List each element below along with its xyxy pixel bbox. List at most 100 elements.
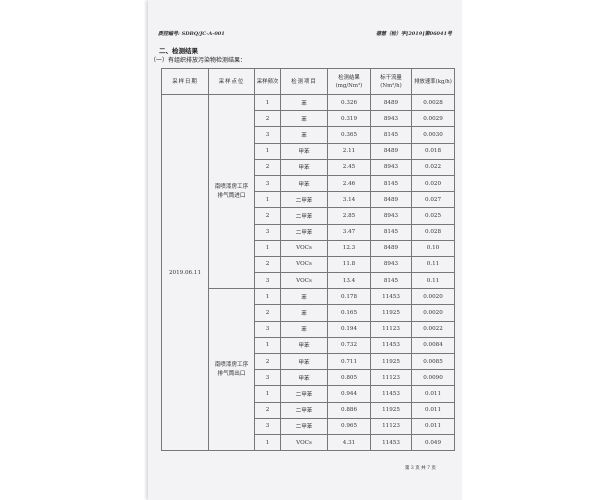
test-item: 二甲苯 (280, 385, 328, 403)
test-item: 二甲苯 (280, 401, 328, 419)
test-item: VOCs (280, 433, 328, 452)
flow-rate: 8489 (370, 191, 412, 209)
emission-rate: 0.0085 (411, 352, 455, 371)
emission-rate: 0.0022 (411, 320, 455, 338)
test-result: 4.31 (327, 433, 371, 452)
table-row: 2019.06.11 南喷漆房工序排气筒进口 1 苯 0.326 8489 0.0028 (161, 93, 455, 452)
emission-rate: 0.011 (411, 417, 455, 435)
test-item: 二甲苯 (280, 417, 328, 435)
table-row: 1 二甲苯 0.944 11453 0.011 (162, 385, 455, 403)
flow-rate: 11123 (370, 369, 412, 387)
test-item: 甲苯 (280, 369, 328, 387)
flow-rate: 8145 (370, 126, 412, 144)
test-result: 0.944 (327, 385, 371, 403)
test-item: 甲苯 (280, 158, 328, 176)
table-row: 2 二甲苯 2.85 8943 0.025 (162, 207, 455, 225)
flow-rate: 11123 (370, 417, 412, 435)
frequency: 2 (254, 207, 281, 225)
emission-rate: 0.0030 (411, 126, 455, 144)
flow-rate: 8489 (370, 239, 412, 257)
table-row: 3 甲苯 2.46 8145 0.020 (162, 174, 455, 193)
table-row: 3 二甲苯 0.965 11123 0.011 (162, 417, 455, 435)
results-table: 采样日期 采样点位 采样频次 检测项目 检测结果(mg/Nm³) 标干流量(Nm³/h) 排… (161, 68, 455, 452)
table-row: 3 甲苯 0.805 11123 0.0090 (162, 369, 455, 387)
test-item: 苯 (280, 320, 328, 338)
flow-rate: 8943 (370, 207, 412, 225)
table-row: 2 苯 0.319 8943 0.0029 (162, 110, 455, 128)
table-row: 2 VOCs 11.8 8943 0.11 (162, 255, 455, 274)
frequency: 3 (254, 126, 281, 144)
flow-rate: 8145 (370, 223, 412, 241)
frequency: 2 (254, 158, 281, 176)
frequency: 2 (254, 255, 281, 274)
frequency: 1 (254, 239, 281, 257)
frequency: 2 (254, 352, 281, 371)
frequency: 2 (254, 304, 281, 322)
test-result: 2.11 (327, 142, 371, 160)
test-item: 苯 (280, 288, 328, 306)
test-item: 甲苯 (280, 352, 328, 371)
test-item: 二甲苯 (280, 191, 328, 209)
table-row: 2 二甲苯 0.886 11925 0.011 (162, 401, 455, 419)
flow-rate: 11925 (370, 401, 412, 419)
column-header: 采样日期 (161, 68, 209, 95)
test-result: 0.732 (327, 336, 371, 355)
column-header: 采样点位 (208, 68, 255, 95)
column-header: 采样频次 (254, 68, 281, 95)
test-item: 二甲苯 (280, 223, 328, 241)
document-page: 质控编号: SDBQ/JC-A-001 德慧（检）字[2019]第06041号 … (148, 0, 462, 500)
emission-rate: 0.0029 (411, 110, 455, 128)
test-result: 2.46 (327, 174, 371, 193)
frequency: 1 (254, 93, 281, 112)
section-title: 二、检测结果 (159, 47, 198, 55)
test-item: 甲苯 (280, 174, 328, 193)
test-result: 0.805 (327, 369, 371, 387)
flow-rate: 8145 (370, 272, 412, 290)
test-item: VOCs (280, 272, 328, 290)
emission-rate: 0.0020 (411, 288, 455, 306)
test-result: 0.165 (327, 304, 371, 322)
frequency: 2 (254, 401, 281, 419)
frequency: 1 (254, 288, 281, 306)
emission-rate: 0.11 (411, 272, 455, 290)
flow-rate: 8943 (370, 158, 412, 176)
emission-rate: 0.0090 (411, 369, 455, 387)
test-result: 0.319 (327, 110, 371, 128)
emission-rate: 0.011 (411, 385, 455, 403)
emission-rate: 0.11 (411, 255, 455, 274)
emission-rate: 0.011 (411, 401, 455, 419)
flow-rate: 8943 (370, 110, 412, 128)
sampling-location: 南喷漆房工序排气筒进口 (208, 93, 255, 290)
frequency: 2 (254, 110, 281, 128)
test-item: 二甲苯 (280, 207, 328, 225)
table-row: 2 甲苯 2.45 8943 0.022 (162, 158, 455, 176)
table-row: 1 VOCs 4.31 11453 0.049 (162, 433, 455, 452)
test-result: 13.4 (327, 272, 371, 290)
test-item: VOCs (280, 239, 328, 257)
table-row: 2 甲苯 0.711 11925 0.0085 (162, 352, 455, 371)
emission-rate: 0.049 (411, 433, 455, 452)
table-row: 2 苯 0.165 11925 0.0020 (162, 304, 455, 322)
test-item: 甲苯 (280, 142, 328, 160)
emission-rate: 0.10 (411, 239, 455, 257)
test-result: 11.8 (327, 255, 371, 274)
flow-rate: 8943 (370, 255, 412, 274)
flow-rate: 11453 (370, 385, 412, 403)
frequency: 1 (254, 336, 281, 355)
frequency: 1 (254, 191, 281, 209)
test-result: 3.14 (327, 191, 371, 209)
sampling-date: 2019.06.11 (161, 93, 209, 452)
subsection-title: （一）有组织排放污染物检测结果： (150, 57, 247, 64)
test-result: 0.178 (327, 288, 371, 306)
frequency: 3 (254, 223, 281, 241)
flow-rate: 8145 (370, 174, 412, 193)
test-result: 0.886 (327, 401, 371, 419)
frequency: 3 (254, 272, 281, 290)
test-result: 0.194 (327, 320, 371, 338)
column-header: 检测结果(mg/Nm³) (327, 68, 371, 95)
column-header: 排放速率(kg/h) (411, 68, 455, 95)
column-header: 标干流量(Nm³/h) (370, 68, 412, 95)
sampling-location: 南喷漆房工序排气筒出口 (208, 288, 255, 452)
control-number: 质控编号: SDBQ/JC-A-001 (158, 31, 225, 37)
test-result: 2.85 (327, 207, 371, 225)
